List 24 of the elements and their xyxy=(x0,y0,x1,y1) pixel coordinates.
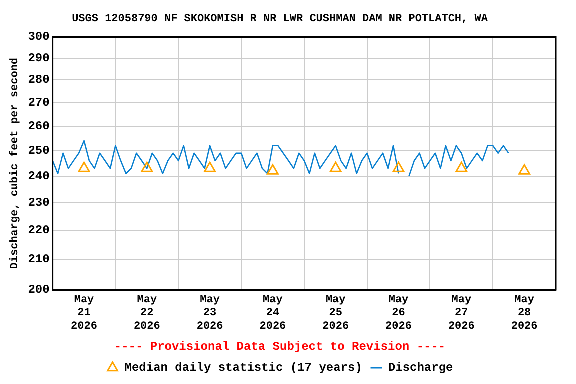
x-tick-label: May 26 2026 xyxy=(386,294,412,333)
y-tick-label: 230 xyxy=(28,196,50,210)
legend-label: Discharge xyxy=(388,361,454,376)
y-axis-title: Discharge, cubic feet per second xyxy=(8,58,22,270)
legend-label: Median daily statistic (17 years) xyxy=(124,361,362,376)
x-tick-label: May 21 2026 xyxy=(71,294,98,333)
y-tick-label: 220 xyxy=(28,224,50,238)
x-tick-label: May 24 2026 xyxy=(260,294,286,333)
y-tick-label: 210 xyxy=(28,252,50,267)
x-tick-label: May 22 2026 xyxy=(134,294,160,333)
y-tick-label: 270 xyxy=(28,96,50,110)
y-tick-label: 280 xyxy=(28,73,50,88)
y-tick-label: 250 xyxy=(28,144,50,158)
y-tick-label: 300 xyxy=(28,30,50,44)
x-tick-label: May 27 2026 xyxy=(448,294,475,333)
x-tick-label: May 25 2026 xyxy=(322,294,350,333)
x-tick-label: May 23 2026 xyxy=(196,294,224,333)
y-tick-label: 200 xyxy=(28,283,50,298)
x-tick-label: May 28 2026 xyxy=(511,294,538,333)
chart-title: USGS 12058790 NF SKOKOMISH R NR LWR CUSHMAN DAM NR POTLATCH, WA xyxy=(72,13,488,26)
text: ---- Provisional Data Subject to Revision ---- xyxy=(114,340,446,354)
y-tick-label: 260 xyxy=(28,119,50,134)
y-tick-label: 290 xyxy=(28,51,50,66)
y-tick-label: 240 xyxy=(28,169,50,184)
